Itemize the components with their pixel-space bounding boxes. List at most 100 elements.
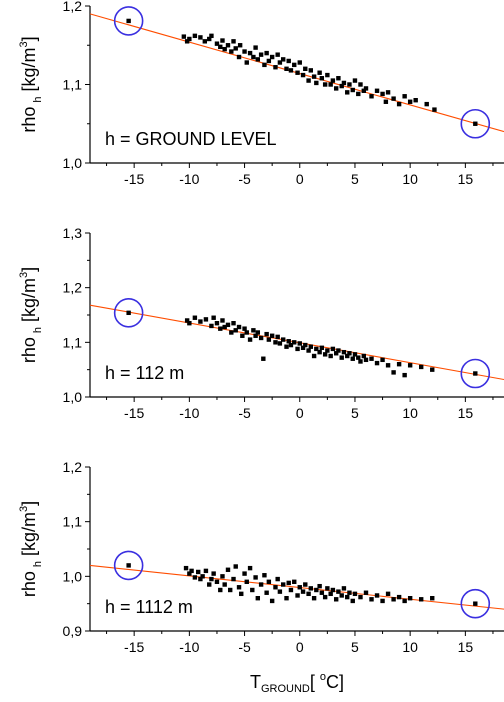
data-point [306,78,311,83]
data-point [328,82,333,87]
data-point [308,344,313,349]
y-tick-label: 1,1 [63,334,83,350]
y-tick-label: 1,1 [63,514,83,530]
data-point [228,587,233,593]
data-point [363,86,369,91]
data-point [231,39,236,44]
data-point [317,349,322,355]
data-point [251,328,256,333]
x-tick-label: -10 [179,171,199,187]
data-point [292,340,297,345]
data-point [247,337,253,342]
data-point [419,597,424,602]
data-point [363,357,369,363]
data-point [297,341,302,346]
data-point [325,72,330,78]
data-point [347,82,352,87]
data-point [374,593,380,598]
data-point [264,590,269,595]
data-point [214,579,220,584]
fit-line [89,304,504,381]
data-point [308,68,313,73]
data-point [231,576,236,582]
data-point [306,348,311,353]
data-point [314,587,319,593]
data-point [218,44,223,50]
data-point [255,57,261,62]
data-point [264,50,269,56]
data-point [211,315,216,320]
data-point [239,591,244,597]
data-point [374,88,380,93]
data-point [214,41,220,46]
data-point [314,346,319,352]
data-point [358,82,363,87]
y-axis-label-main: rho [19,337,39,363]
data-point [233,564,238,569]
data-point [380,598,385,604]
data-point [358,594,363,600]
data-point [341,586,347,591]
y-tick-label: 1,2 [63,0,83,14]
data-point [192,575,198,580]
data-point [189,568,194,574]
data-point [281,57,286,62]
data-point [413,98,418,103]
data-point [286,580,291,586]
data-point [300,72,306,78]
data-point [255,330,261,335]
data-point [322,352,328,357]
data-point [295,593,300,598]
y-axis-label-sub: h [32,327,44,333]
data-point [295,346,300,352]
data-point [317,70,322,75]
y-axis-label: rho h [kg/m3] [18,267,44,363]
data-point [192,33,198,39]
y-axis-label-sup: 3 [18,272,30,278]
x-tick-label: 0 [296,405,304,421]
highlight-circle [113,298,144,328]
data-point [266,337,272,342]
data-point [222,582,227,587]
data-point [288,342,294,348]
data-point [328,353,333,359]
data-point [345,90,350,95]
data-point [352,591,358,597]
data-point [319,345,325,350]
y-tick-label: 0,9 [63,623,83,639]
y-tick-label: 1,0 [63,389,83,405]
data-point [187,36,192,42]
y-axis-label-close: ] [19,267,39,272]
data-point [258,582,264,587]
data-point [184,318,190,323]
data-point [319,590,325,595]
data-point [284,66,289,71]
data-point [407,596,413,601]
data-point [336,589,341,594]
data-point [311,353,317,359]
data-point [273,65,278,70]
data-point [385,591,391,597]
data-point [264,331,269,337]
x-tick-label: -10 [179,639,199,655]
data-point [225,43,231,48]
data-point [247,50,253,56]
data-point [300,589,306,594]
panel-label: h = 1112 m [105,597,193,617]
x-tick-label: 15 [458,171,474,187]
highlight-circle [113,6,144,36]
data-point [432,107,437,112]
data-point [356,91,361,97]
data-point [333,86,339,91]
data-point [198,576,203,582]
data-point [391,96,396,101]
data-point [391,597,396,602]
chart-panel-1: 1,0 1,1 1,2 -15 -10 -5 0 5 10 15 h = GROUND LEVEL r… [18,0,504,187]
data-point [240,333,245,338]
data-point [253,333,258,338]
data-point [284,344,289,349]
data-point [181,34,187,39]
data-point [198,319,203,324]
x-tick-label: 5 [351,639,359,655]
data-point [330,587,336,593]
